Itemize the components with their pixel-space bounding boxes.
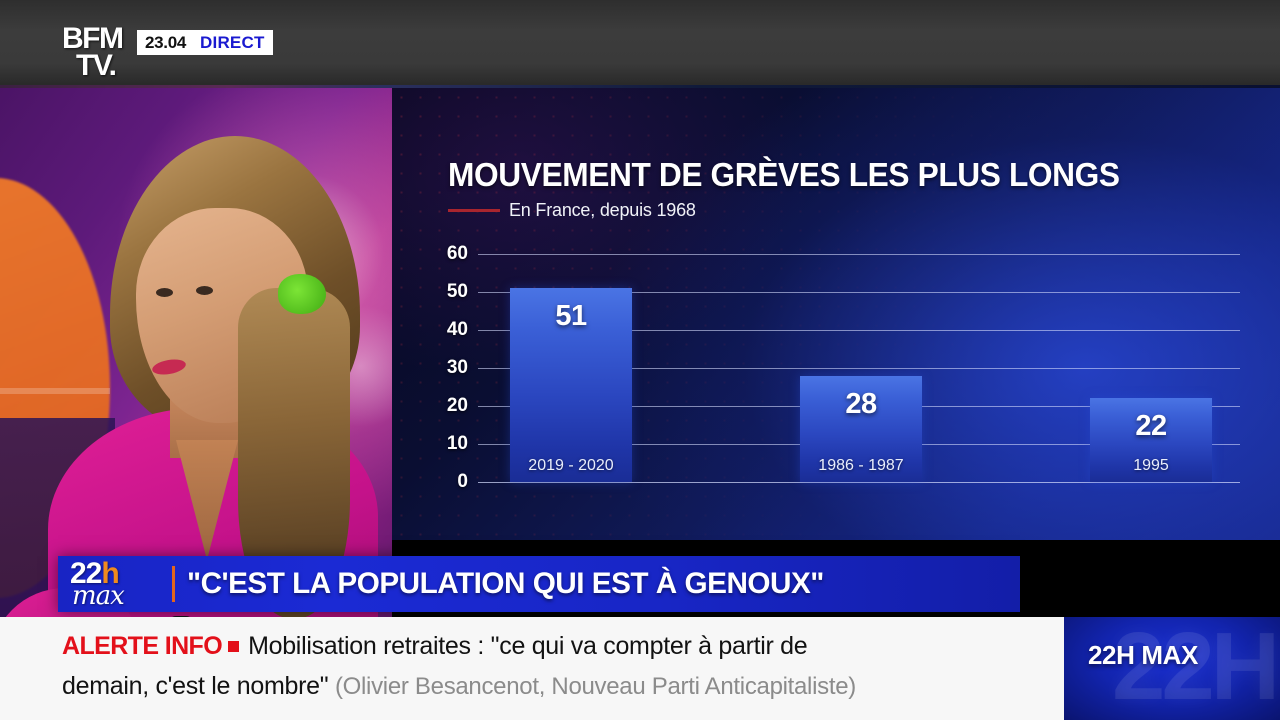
gridline — [478, 482, 1240, 483]
ticker-line-1: ALERTE INFO Mobilisation retraites : "ce … — [62, 626, 1050, 666]
ticker-line-2: demain, c'est le nombre" (Olivier Besanc… — [62, 666, 1050, 707]
subtitle-dash — [448, 209, 500, 212]
current-time: 23.04 — [145, 32, 187, 52]
y-axis-tick-label: 20 — [446, 395, 468, 416]
bfmtv-logo: BFM TV. — [62, 24, 154, 82]
show-badge-watermark: 22H — [1112, 617, 1280, 720]
gridline — [478, 292, 1240, 293]
show-logo-script: max — [72, 581, 125, 611]
chart-subtitle: En France, depuis 1968 — [509, 200, 696, 220]
ticker-text-1: Mobilisation retraites : "ce qui va comp… — [248, 632, 808, 660]
y-axis-tick-label: 10 — [446, 433, 468, 454]
bar-category-label: 1995 — [1133, 456, 1169, 474]
lower-third-divider — [172, 566, 175, 602]
alert-square-icon — [228, 641, 240, 652]
channel-header-bar: BFM TV. 23.04 DIRECT — [0, 0, 1280, 88]
y-axis-tick-label: 50 — [446, 281, 468, 302]
bar-value-label: 51 — [555, 300, 587, 333]
guest-hair-bow — [278, 274, 326, 314]
ticker-attribution: (Olivier Besancenot, Nouveau Parti Antic… — [334, 673, 856, 700]
bar: 28 1986 - 1987 — [800, 375, 922, 482]
lower-third-banner: 22h max "C'EST LA POPULATION QUI EST À G… — [58, 556, 1020, 612]
gridline — [478, 330, 1240, 331]
bar-category-label: 1986 - 1987 — [818, 456, 904, 474]
bar: 22 1995 — [1090, 398, 1212, 482]
chart-subtitle-row: En France, depuis 1968 — [448, 200, 696, 221]
bar-category-label: 2019 - 2020 — [528, 456, 614, 474]
bfmtv-logo-line2: TV. — [76, 49, 117, 82]
gridline — [478, 254, 1240, 255]
lower-third-headline: "C'EST LA POPULATION QUI EST À GENOUX" — [187, 567, 824, 600]
statistics-graphic-panel: MOUVEMENT DE GRÈVES LES PLUS LONGS En Fr… — [392, 88, 1280, 540]
alert-label: ALERTE INFO — [62, 632, 223, 660]
y-axis-tick-label: 30 — [446, 357, 468, 378]
show-logo-number: 22 — [70, 557, 102, 590]
guest-eye-right — [196, 286, 213, 295]
show-logo-top: 22h — [70, 557, 120, 590]
show-logo-22h-max: 22h max — [58, 556, 170, 612]
live-badge: DIRECT — [200, 32, 265, 52]
ticker-text-2: demain, c'est le nombre" — [62, 672, 329, 700]
bar-chart-plot: 60 50 40 30 20 10 0 51 2019 - 2020 28 1986 - 1987 2… — [392, 88, 1280, 540]
time-live-indicator: 23.04 DIRECT — [137, 30, 273, 55]
guest-eye-left — [156, 288, 173, 297]
y-axis-tick-label: 40 — [446, 319, 468, 340]
studio-light-bar — [0, 388, 110, 394]
show-logo-hour-letter: h — [101, 557, 119, 590]
gridline — [478, 368, 1240, 369]
bar-value-label: 28 — [845, 387, 877, 420]
show-badge: 22H 22H MAX — [1064, 617, 1280, 720]
y-axis-tick-label: 60 — [446, 243, 468, 264]
news-ticker: ALERTE INFO Mobilisation retraites : "ce … — [0, 617, 1064, 720]
bfmtv-logo-line1: BFM — [62, 22, 124, 55]
ticker-bottom-strip — [0, 712, 1064, 720]
y-axis-tick-label: 0 — [457, 471, 468, 492]
show-badge-label: 22H MAX — [1088, 640, 1198, 670]
chart-title: MOUVEMENT DE GRÈVES LES PLUS LONGS — [448, 156, 1120, 193]
bar-value-label: 22 — [1135, 410, 1167, 443]
bar: 51 2019 - 2020 — [510, 288, 632, 482]
